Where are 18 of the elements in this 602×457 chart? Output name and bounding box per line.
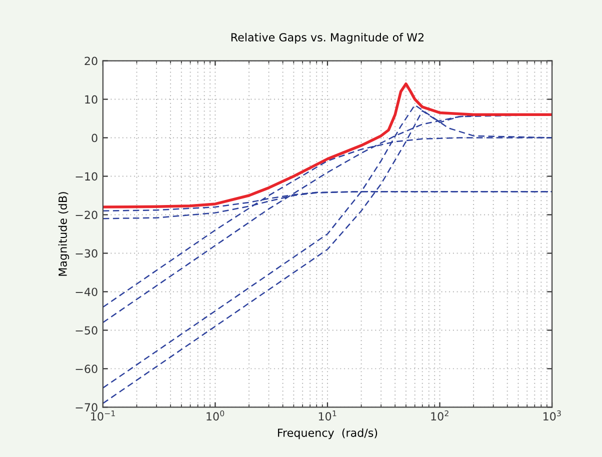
y-tick-label: 20: [84, 56, 98, 66]
y-axis-title: Magnitude (dB): [58, 192, 70, 276]
x-axis-title: Frequency (rad/s): [278, 428, 378, 440]
y-tick-label: −50: [76, 326, 98, 335]
chart-title: Relative Gaps vs. Magnitude of W2: [231, 32, 424, 44]
y-tick-label: −10: [76, 172, 98, 181]
x-tick-label: 10$^{3}$: [543, 410, 561, 421]
x-tick-label: 10$^{−1}$: [91, 410, 115, 421]
y-tick-label: −60: [76, 364, 98, 374]
x-tick-label: 10$^{2}$: [431, 410, 448, 421]
x-tick-label: 10$^{1}$: [318, 410, 336, 421]
y-tick-label: −20: [76, 210, 98, 220]
y-tick-label: 0: [92, 134, 98, 142]
y-tick-label: 10: [85, 95, 98, 104]
y-tick-label: −40: [76, 288, 98, 296]
y-tick-label: −30: [76, 249, 98, 258]
x-tick-label: 10$^{0}$: [206, 410, 224, 421]
y-tick-label: −70: [76, 403, 98, 412]
